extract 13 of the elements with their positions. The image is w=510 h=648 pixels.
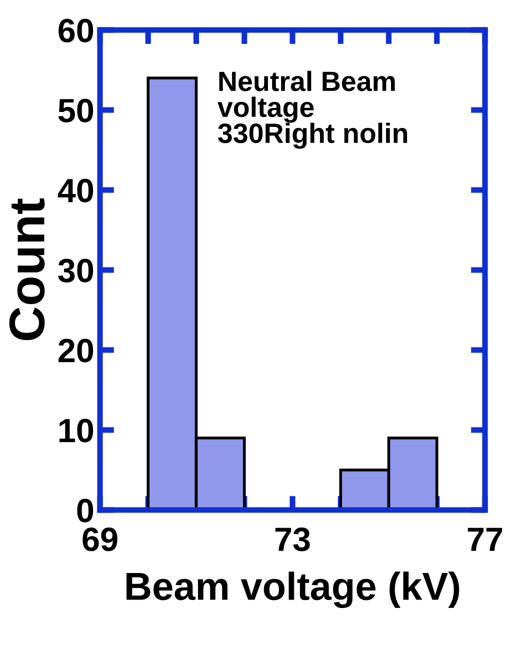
annotation: Neutral Beam voltage 330Right nolin — [218, 70, 408, 149]
y-axis-title: Count — [9, 198, 45, 340]
y-tick-label: 60 — [58, 18, 94, 42]
y-tick-label: 10 — [59, 418, 94, 442]
y-tick-label: 40 — [58, 178, 94, 202]
y-tick-label: 30 — [58, 258, 94, 282]
x-tick-label: 73 — [275, 528, 310, 552]
x-axis-title: Beam voltage (kV) — [126, 572, 460, 608]
y-tick-label: 0 — [77, 498, 94, 522]
x-tick-label: 69 — [82, 528, 118, 552]
y-tick-label: 20 — [58, 338, 94, 362]
y-tick-label: 50 — [58, 98, 94, 122]
x-tick-label: 77 — [468, 528, 502, 551]
